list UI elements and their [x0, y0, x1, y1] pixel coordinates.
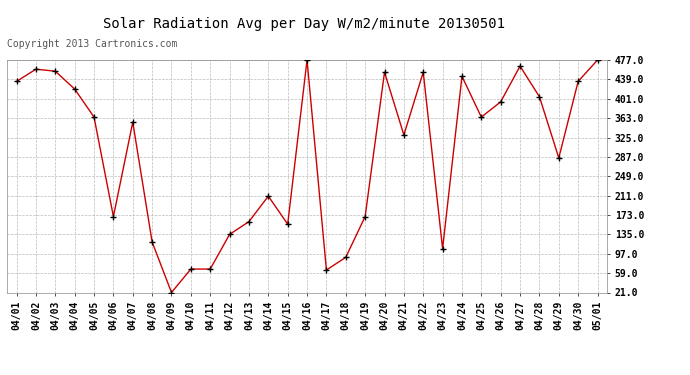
Text: Solar Radiation Avg per Day W/m2/minute 20130501: Solar Radiation Avg per Day W/m2/minute …	[103, 17, 504, 31]
Text: Copyright 2013 Cartronics.com: Copyright 2013 Cartronics.com	[7, 39, 177, 50]
Text: Radiation  (W/m2/Minute): Radiation (W/m2/Minute)	[476, 35, 618, 45]
